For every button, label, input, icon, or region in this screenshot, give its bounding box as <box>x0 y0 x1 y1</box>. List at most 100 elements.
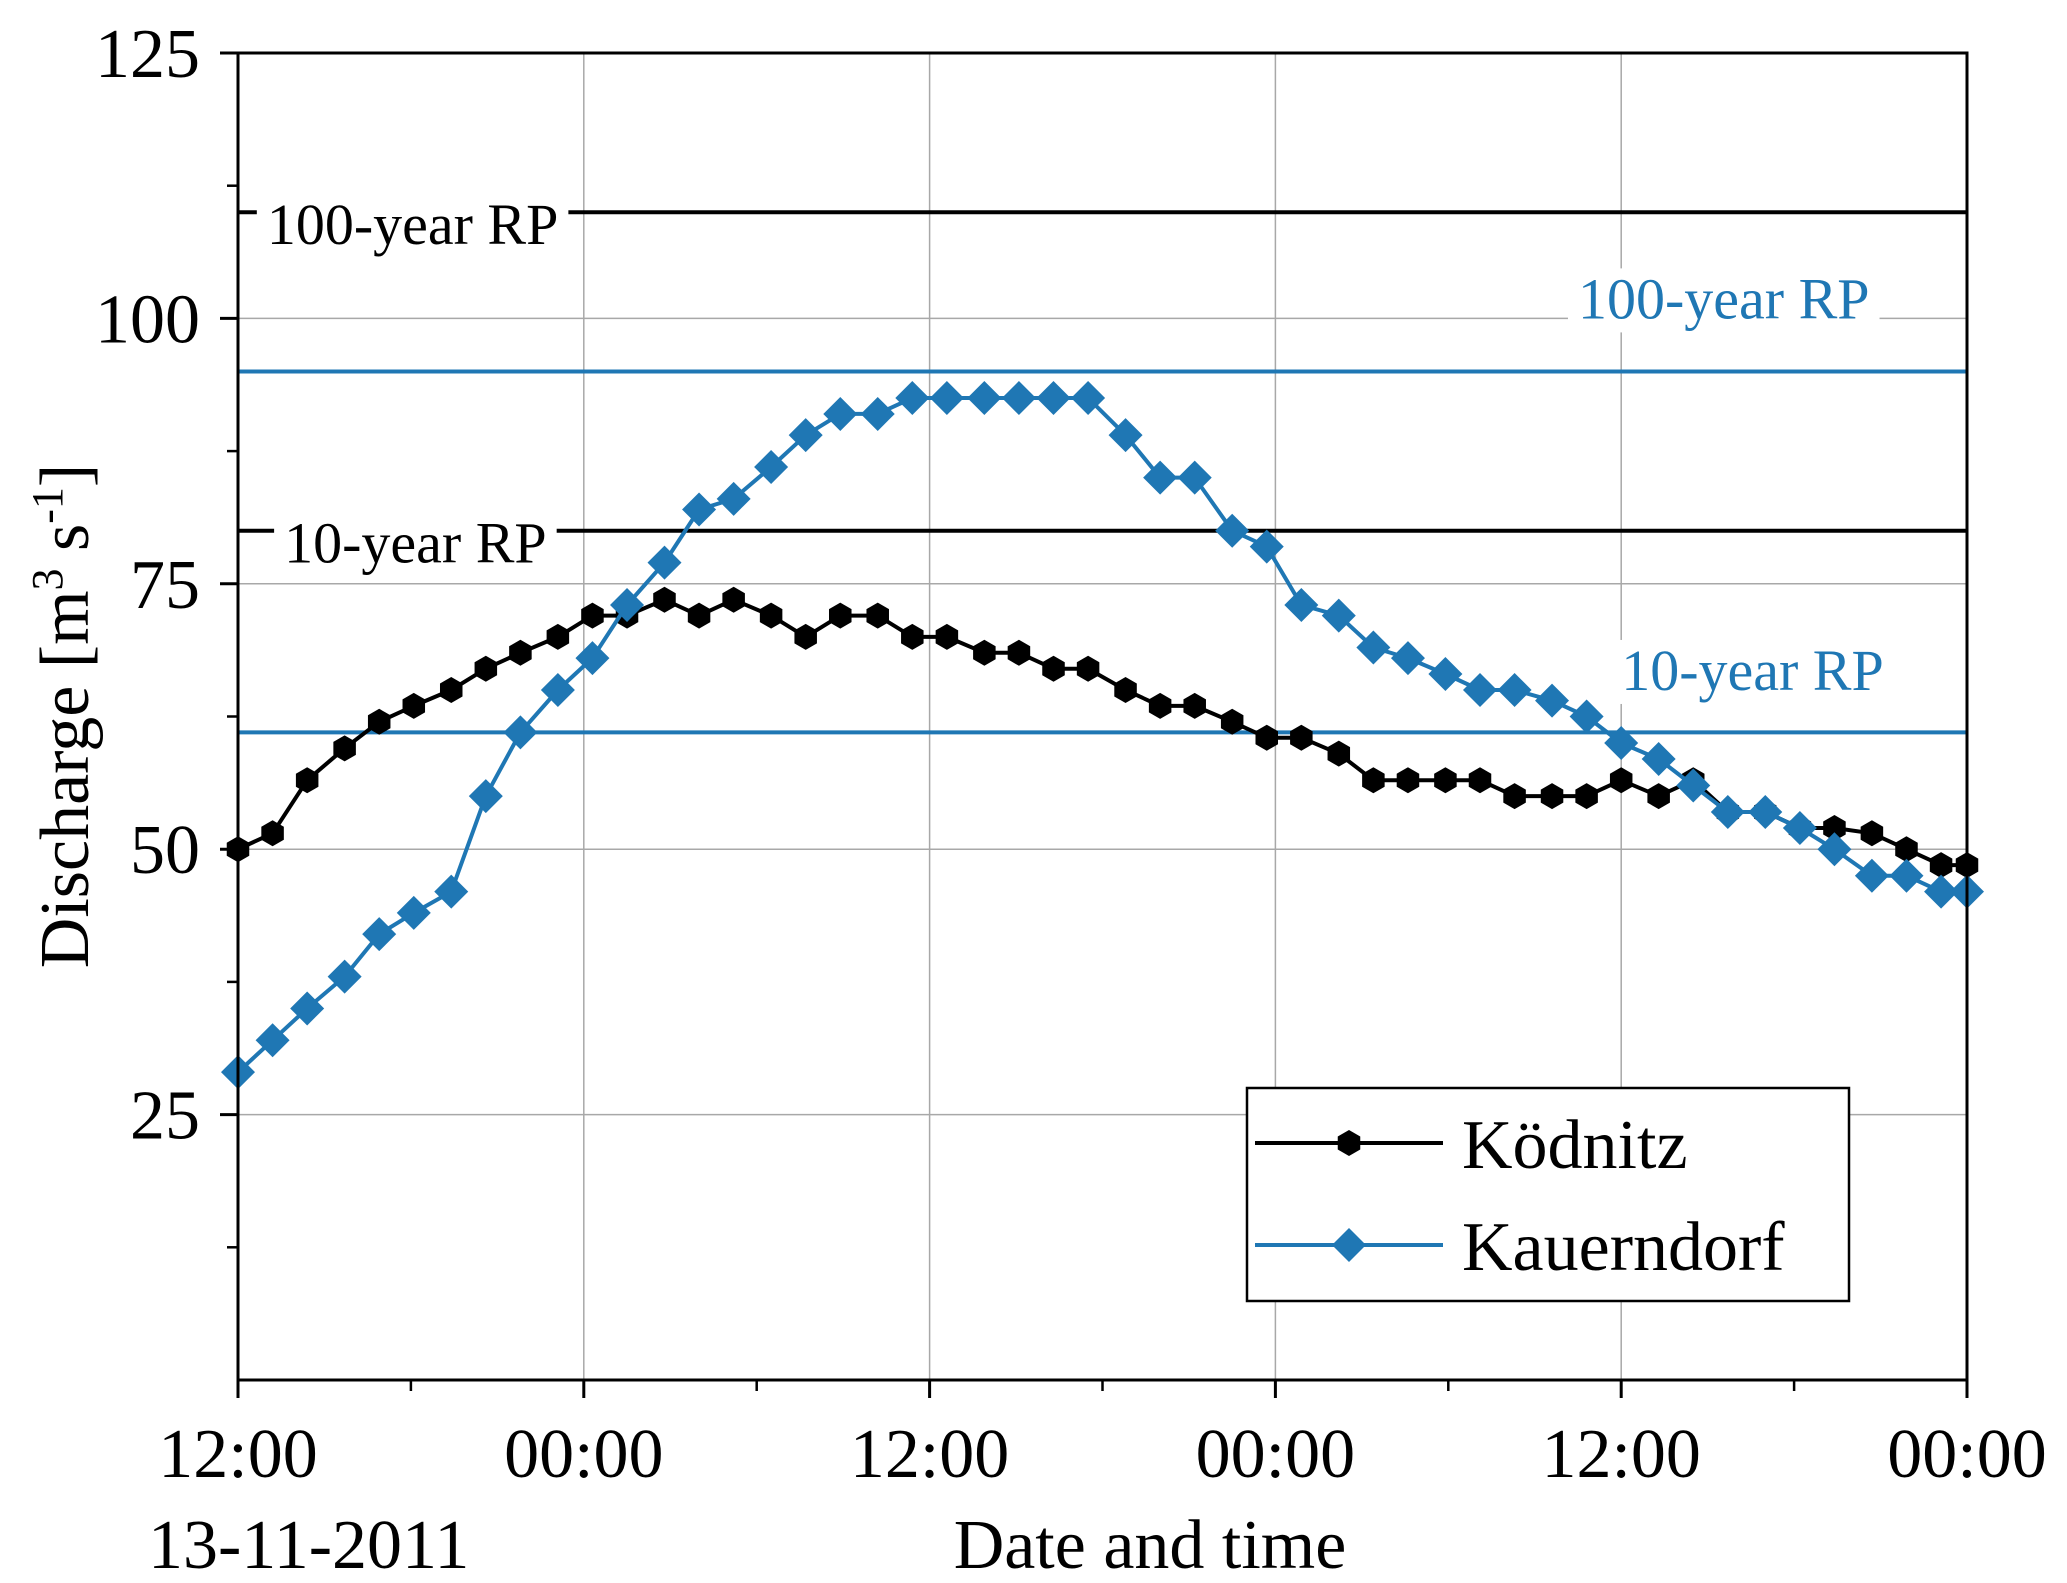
data-point <box>935 623 959 650</box>
legend-box <box>1245 1086 1851 1303</box>
reference-line-label: 10-year RP <box>284 511 547 576</box>
legend-label: Ködnitz <box>1462 1107 1688 1184</box>
start-date-label: 13-11-2011 <box>148 1507 469 1583</box>
data-point <box>682 492 717 527</box>
y-axis-title-mid: s <box>27 524 104 569</box>
y-tick-label: 25 <box>130 1078 200 1155</box>
y-axis-title-end: ] <box>27 464 104 487</box>
data-point <box>1503 783 1526 810</box>
data-point <box>1676 768 1711 803</box>
data-point <box>439 676 463 703</box>
data-point <box>1854 858 1889 893</box>
x-tick-label: 00:00 <box>504 1416 663 1493</box>
data-point <box>1071 381 1106 416</box>
legend-marker <box>1337 1130 1361 1156</box>
legend-label: Kauerndorf <box>1462 1209 1785 1286</box>
data-point <box>474 655 498 682</box>
data-point <box>1641 741 1676 776</box>
data-point <box>1540 783 1564 810</box>
legend: Ködnitz Kauerndorf <box>1245 1086 1851 1303</box>
x-tick-label: 12:00 <box>1541 1416 1700 1493</box>
data-point <box>794 623 817 650</box>
data-point <box>402 692 426 719</box>
x-tick-label: 12:00 <box>158 1416 317 1493</box>
data-point <box>1249 529 1284 564</box>
y-axis-title: Discharge [m3 s-1] <box>23 464 104 968</box>
data-point <box>722 586 745 613</box>
data-point <box>647 545 682 580</box>
data-point <box>1823 814 1846 841</box>
data-point <box>540 672 575 707</box>
data-point <box>290 991 325 1026</box>
data-point <box>1108 418 1143 453</box>
x-tick-label: 00:00 <box>1196 1416 1355 1493</box>
data-point <box>866 602 889 629</box>
data-point <box>509 639 532 666</box>
data-point <box>1007 639 1031 666</box>
data-point <box>575 641 610 676</box>
reference-lines: 100-year RP 10-year RP 100-year RP 10-year … <box>238 192 1967 735</box>
data-point <box>1114 676 1137 703</box>
y-tick-label: 50 <box>130 812 200 889</box>
data-point <box>295 767 319 794</box>
data-point <box>1290 724 1313 751</box>
data-point <box>367 708 391 735</box>
data-point <box>687 602 711 629</box>
data-point <box>1895 836 1918 863</box>
data-point <box>1535 683 1570 718</box>
data-point <box>581 602 604 629</box>
data-point <box>1183 692 1206 719</box>
data-point <box>327 959 362 994</box>
data-point <box>1220 708 1244 735</box>
data-point <box>546 623 570 650</box>
data-point <box>1076 655 1100 682</box>
data-point <box>1782 810 1817 845</box>
data-point <box>829 602 852 629</box>
data-point <box>261 820 284 847</box>
data-point <box>759 602 783 629</box>
data-point <box>396 895 431 930</box>
data-point <box>1327 740 1351 767</box>
legend-marker <box>1332 1228 1366 1262</box>
reference-label-bg <box>256 194 569 259</box>
data-point <box>1001 381 1036 416</box>
series-line <box>236 396 1967 1074</box>
data-point <box>1356 630 1391 665</box>
data-point <box>1468 767 1492 794</box>
x-axis-title: Date and time <box>954 1507 1347 1583</box>
data-point <box>1860 820 1884 847</box>
data-point <box>1929 852 1953 879</box>
data-point <box>895 381 930 416</box>
reference-line-label: 100-year RP <box>1578 266 1870 331</box>
data-point <box>901 623 924 650</box>
data-point <box>362 917 397 952</box>
y-tick-label: 125 <box>95 16 200 93</box>
data-point <box>1215 513 1250 548</box>
series-layer <box>221 381 1984 1090</box>
data-point <box>1390 641 1425 676</box>
series-1 <box>221 381 1984 1090</box>
data-point <box>860 396 895 431</box>
data-point <box>1143 460 1178 495</box>
x-tick-label: 12:00 <box>850 1416 1009 1493</box>
data-point <box>788 418 823 453</box>
data-point <box>1362 767 1385 794</box>
reference-label-bg <box>1567 268 1880 333</box>
reference-line-label: 10-year RP <box>1621 638 1884 703</box>
data-point <box>1434 767 1457 794</box>
reference-label-bg <box>1611 639 1894 704</box>
data-point <box>1817 832 1852 867</box>
reference-label-bg <box>274 512 557 577</box>
data-point <box>1647 783 1670 810</box>
data-point <box>468 779 503 814</box>
y-tick-label: 75 <box>130 547 200 624</box>
data-point <box>610 588 645 623</box>
data-point <box>1604 726 1639 761</box>
data-point <box>716 481 751 516</box>
data-point <box>967 381 1002 416</box>
data-point <box>1042 655 1065 682</box>
x-tick-label: 00:00 <box>1887 1416 2046 1493</box>
data-point <box>1428 657 1463 692</box>
y-tick-label: 100 <box>95 281 200 358</box>
